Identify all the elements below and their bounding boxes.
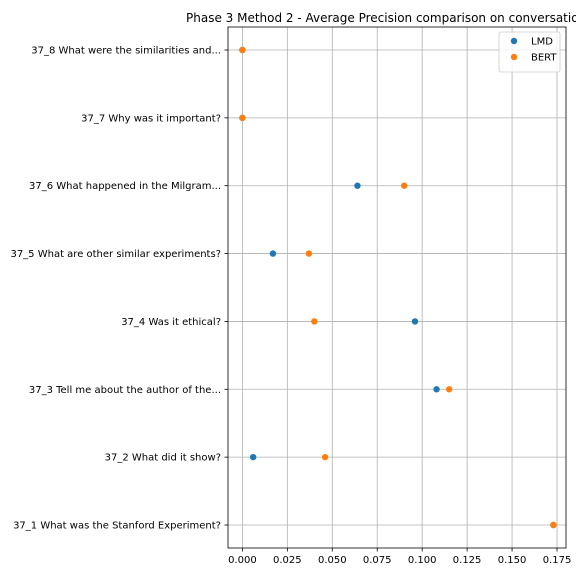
data-point-lmd <box>354 182 361 189</box>
data-points-layer <box>239 46 557 529</box>
data-point-bert <box>445 386 453 393</box>
data-point-bert <box>305 250 313 257</box>
y-category-label: 37_3 Tell me about the author of the... <box>29 385 221 396</box>
data-point-lmd <box>433 386 440 393</box>
x-tick-label: 0.025 <box>273 555 302 566</box>
y-category-label: 37_4 Was it ethical? <box>121 317 221 328</box>
y-category-label: 37_5 What are other similar experiments? <box>10 249 221 260</box>
data-point-lmd <box>249 453 257 461</box>
y-category-label: 37_7 Why was it important? <box>81 113 221 124</box>
legend: LMD BERT <box>498 31 561 73</box>
chart-title: Phase 3 Method 2 - Average Precision com… <box>186 11 576 25</box>
x-tick-label: 0.100 <box>408 555 437 566</box>
legend-label-lmd: LMD <box>531 37 553 48</box>
y-category-label: 37_6 What happened in the Milgram... <box>29 181 221 192</box>
data-point-lmd <box>269 250 277 257</box>
x-tick-label: 0.125 <box>453 555 482 566</box>
data-point-bert <box>400 182 408 189</box>
data-point-bert <box>321 453 329 461</box>
x-tick-label: 0.175 <box>543 555 572 566</box>
axes-layer: 0.000 0.025 0.050 0.075 0.100 0.125 0.150 0.175… <box>10 26 572 566</box>
x-tick-label: 0.075 <box>363 555 392 566</box>
y-category-label: 37_8 What were the similarities and... <box>31 46 221 57</box>
data-point-bert <box>311 318 318 325</box>
legend-marker-bert <box>510 53 518 61</box>
legend-label-bert: BERT <box>531 53 557 64</box>
legend-marker-lmd <box>510 37 518 45</box>
data-point-lmd <box>411 318 419 325</box>
grid-layer <box>228 27 566 548</box>
data-point-bert <box>239 46 246 54</box>
data-point-bert <box>550 521 557 529</box>
x-tick-label: 0.000 <box>228 555 257 566</box>
data-point-bert <box>239 114 246 122</box>
x-tick-label: 0.050 <box>318 555 347 566</box>
y-category-label: 37_1 What was the Stanford Experiment? <box>13 521 221 532</box>
y-category-label: 37_2 What did it show? <box>105 453 221 464</box>
plot-frame <box>227 26 567 549</box>
x-tick-label: 0.150 <box>498 555 527 566</box>
